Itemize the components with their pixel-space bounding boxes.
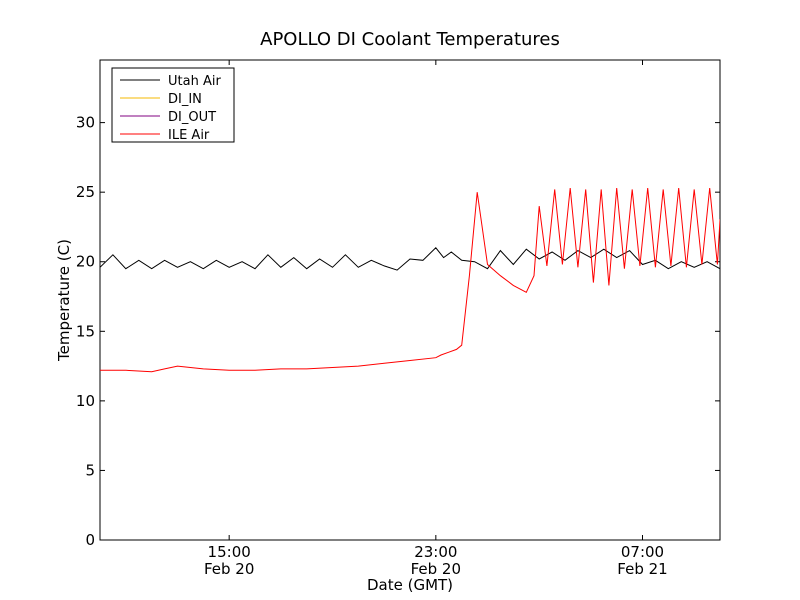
legend-label-ile-air: ILE Air — [168, 128, 210, 143]
series-lines — [100, 187, 720, 373]
series-line-utah-air — [100, 247, 720, 271]
y-tick-label: 30 — [76, 114, 95, 132]
legend-label-di-in: DI_IN — [168, 92, 202, 107]
y-tick-label: 20 — [76, 253, 95, 271]
y-tick-label: 15 — [76, 322, 95, 340]
x-axis-label: Date (GMT) — [367, 576, 453, 594]
y-tick-label: 10 — [76, 392, 95, 410]
y-tick-label: 5 — [85, 461, 95, 479]
x-tick-time-label: 23:00 — [414, 543, 457, 561]
chart-title: APOLLO DI Coolant Temperatures — [260, 29, 560, 50]
x-tick-time-label: 15:00 — [208, 543, 251, 561]
x-tick-date-label: Feb 21 — [617, 560, 667, 578]
x-tick-time-label: 07:00 — [621, 543, 664, 561]
x-tick-date-label: Feb 20 — [411, 560, 461, 578]
y-tick-label: 25 — [76, 183, 95, 201]
series-line-ile-air — [100, 187, 720, 373]
plot-area — [99, 59, 721, 541]
y-tick-label: 0 — [85, 531, 95, 549]
y-axis-label: Temperature (C) — [55, 239, 73, 362]
legend: Utah Air DI_IN DI_OUT ILE Air — [111, 67, 235, 143]
legend-label-utah-air: Utah Air — [168, 74, 221, 89]
y-axis: 0 5 10 15 20 25 30 — [76, 114, 720, 549]
legend-label-di-out: DI_OUT — [168, 110, 216, 125]
x-tick-date-label: Feb 20 — [204, 560, 254, 578]
